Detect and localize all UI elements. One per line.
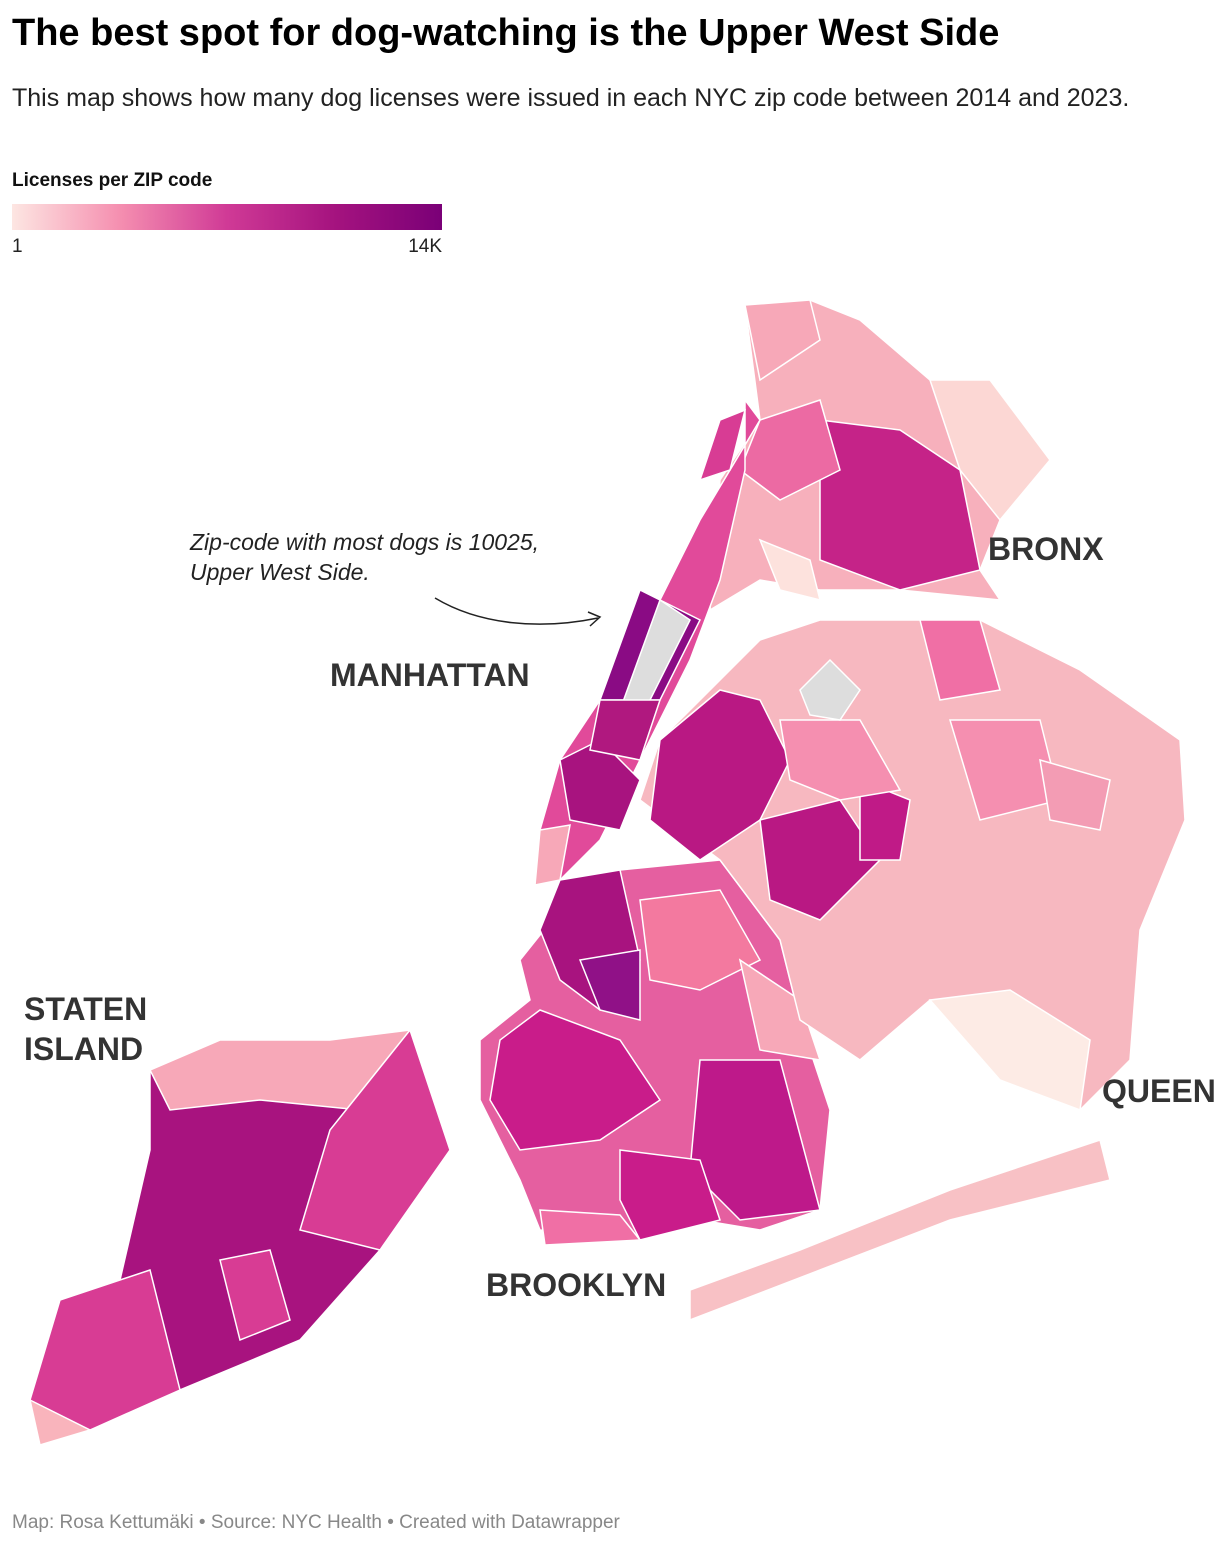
- borough-label: MANHATTAN: [330, 657, 530, 693]
- legend-max-label: 14K: [408, 236, 442, 257]
- bronx-shape: [709, 299, 1052, 612]
- legend-gradient: [12, 204, 442, 230]
- rockaway-shape: [689, 1139, 1111, 1322]
- annotation-line: Upper West Side.: [190, 559, 370, 585]
- annotation-arrow: [434, 597, 599, 625]
- staten-island-shape: [28, 1028, 451, 1446]
- queens-shape: [639, 619, 1186, 1112]
- legend-title: Licenses per ZIP code: [12, 170, 213, 191]
- airport-shape: [799, 658, 861, 721]
- legend-min-label: 1: [12, 236, 23, 257]
- borough-label: BRONX: [988, 531, 1104, 567]
- manhattan-shape: [534, 397, 761, 886]
- borough-label: ISLAND: [24, 1031, 143, 1067]
- borough-label: STATEN: [24, 991, 147, 1027]
- annotation-line: Zip-code with most dogs is 10025,: [189, 529, 539, 555]
- subtitle: This map shows how many dog licenses wer…: [12, 84, 1130, 112]
- title: The best spot for dog-watching is the Up…: [12, 12, 1000, 54]
- brooklyn-shape: [479, 859, 831, 1246]
- borough-label: BROOKLYN: [486, 1267, 666, 1303]
- annotation-arrowhead: [587, 611, 602, 627]
- footer: Map: Rosa Kettumäki • Source: NYC Health…: [12, 1512, 620, 1533]
- borough-label: QUEEN: [1102, 1073, 1216, 1109]
